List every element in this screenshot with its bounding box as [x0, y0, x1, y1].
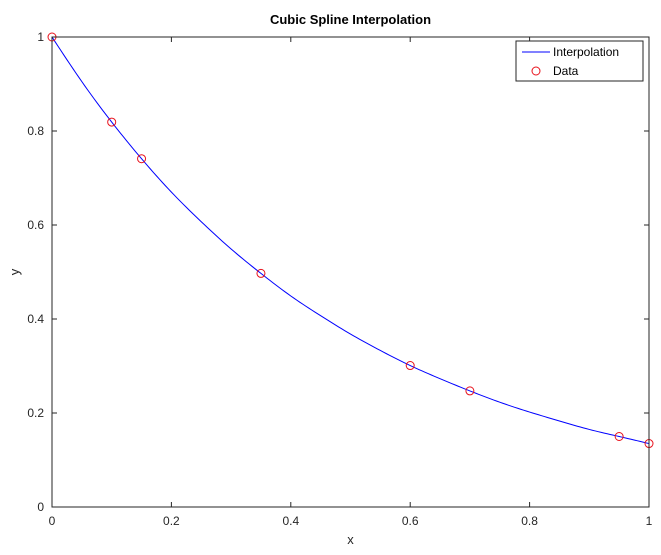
- data-point: [465, 386, 475, 396]
- series-interpolation: [51, 36, 650, 445]
- data-point: [405, 361, 415, 371]
- y-tick-label: 0.4: [27, 312, 44, 326]
- data-point: [137, 154, 147, 164]
- y-tick-label: 0.6: [27, 218, 44, 232]
- x-tick-label: 0.6: [402, 514, 419, 528]
- x-tick-label: 0.4: [282, 514, 299, 528]
- plot-area: [52, 37, 649, 507]
- y-tick-label: 0.8: [27, 124, 44, 138]
- legend-entry-interpolation: Interpolation: [553, 45, 619, 59]
- data-point: [107, 117, 117, 127]
- data-point: [614, 432, 624, 441]
- x-tick-label: 0: [49, 514, 56, 528]
- data-point: [256, 268, 266, 278]
- y-tick-label: 0: [37, 500, 44, 514]
- x-tick-label: 0.2: [163, 514, 180, 528]
- y-axis-label: y: [7, 268, 22, 275]
- axis-ticks: 0 0.2 0.4 0.6 0.8 1 0 0.2 0.4 0.6 0.8 1: [27, 30, 652, 528]
- legend-box: [515, 40, 644, 82]
- y-tick-label: 1: [37, 30, 44, 44]
- interpolation-line: [51, 36, 650, 445]
- legend-marker-swatch: [531, 66, 541, 76]
- x-axis-label: x: [347, 532, 354, 547]
- legend: Interpolation Data: [515, 40, 644, 82]
- chart-title: Cubic Spline Interpolation: [270, 12, 431, 27]
- x-tick-label: 1: [646, 514, 653, 528]
- legend-entry-data: Data: [553, 64, 579, 78]
- x-tick-label: 0.8: [521, 514, 538, 528]
- y-tick-label: 0.2: [27, 406, 44, 420]
- axes-box: [51, 36, 650, 508]
